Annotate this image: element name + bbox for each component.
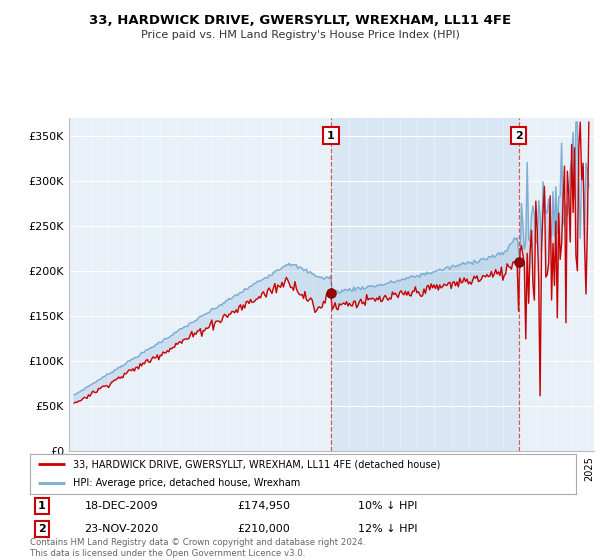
Bar (331, 118, 518, 451)
Text: 33, HARDWICK DRIVE, GWERSYLLT, WREXHAM, LL11 4FE (detached house): 33, HARDWICK DRIVE, GWERSYLLT, WREXHAM, … (73, 460, 440, 469)
Text: Price paid vs. HM Land Registry's House Price Index (HPI): Price paid vs. HM Land Registry's House … (140, 30, 460, 40)
Text: £210,000: £210,000 (238, 524, 290, 534)
Text: HPI: Average price, detached house, Wrexham: HPI: Average price, detached house, Wrex… (73, 478, 300, 488)
Text: 2: 2 (515, 130, 523, 141)
Text: 23-NOV-2020: 23-NOV-2020 (85, 524, 159, 534)
Text: Contains HM Land Registry data © Crown copyright and database right 2024.
This d: Contains HM Land Registry data © Crown c… (30, 538, 365, 558)
Text: 2: 2 (38, 524, 46, 534)
Text: 1: 1 (327, 130, 335, 141)
Text: 10% ↓ HPI: 10% ↓ HPI (358, 501, 417, 511)
Text: 12% ↓ HPI: 12% ↓ HPI (358, 524, 417, 534)
Text: 18-DEC-2009: 18-DEC-2009 (85, 501, 158, 511)
Text: 1: 1 (38, 501, 46, 511)
Text: 33, HARDWICK DRIVE, GWERSYLLT, WREXHAM, LL11 4FE: 33, HARDWICK DRIVE, GWERSYLLT, WREXHAM, … (89, 14, 511, 27)
Text: £174,950: £174,950 (238, 501, 290, 511)
